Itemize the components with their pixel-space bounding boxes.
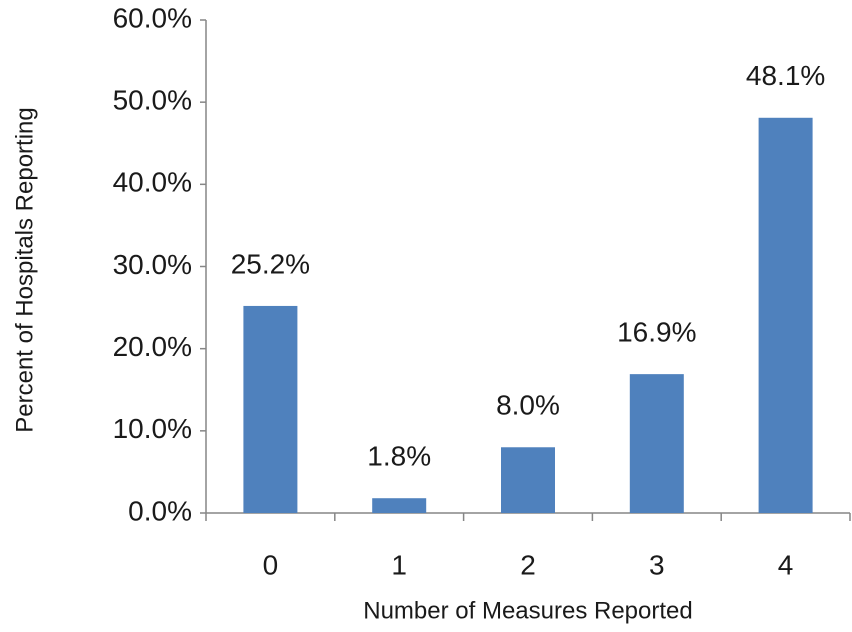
x-axis-title: Number of Measures Reported — [363, 597, 692, 624]
x-tick-label: 3 — [649, 549, 665, 580]
bar — [629, 374, 684, 513]
y-tick-label: 40.0% — [113, 167, 192, 198]
value-label: 8.0% — [496, 390, 560, 421]
y-tick-label: 30.0% — [113, 249, 192, 280]
value-label: 1.8% — [367, 441, 431, 472]
value-label: 16.9% — [617, 317, 696, 348]
bar — [758, 117, 813, 514]
y-tick-label: 20.0% — [113, 331, 192, 362]
x-tick-label: 2 — [520, 549, 536, 580]
x-tick-label: 4 — [778, 549, 794, 580]
x-tick-label: 0 — [263, 549, 279, 580]
bar — [372, 498, 427, 513]
bar — [501, 447, 555, 513]
value-label: 48.1% — [746, 60, 825, 91]
x-tick-label: 1 — [391, 549, 407, 580]
y-tick-label: 10.0% — [113, 413, 192, 444]
y-tick-label: 60.0% — [113, 2, 192, 33]
value-label: 25.2% — [231, 248, 310, 279]
y-tick-label: 0.0% — [128, 495, 192, 526]
y-tick-label: 50.0% — [113, 85, 192, 116]
y-axis-title: Percent of Hospitals Reporting — [11, 107, 38, 433]
bar — [243, 305, 298, 513]
